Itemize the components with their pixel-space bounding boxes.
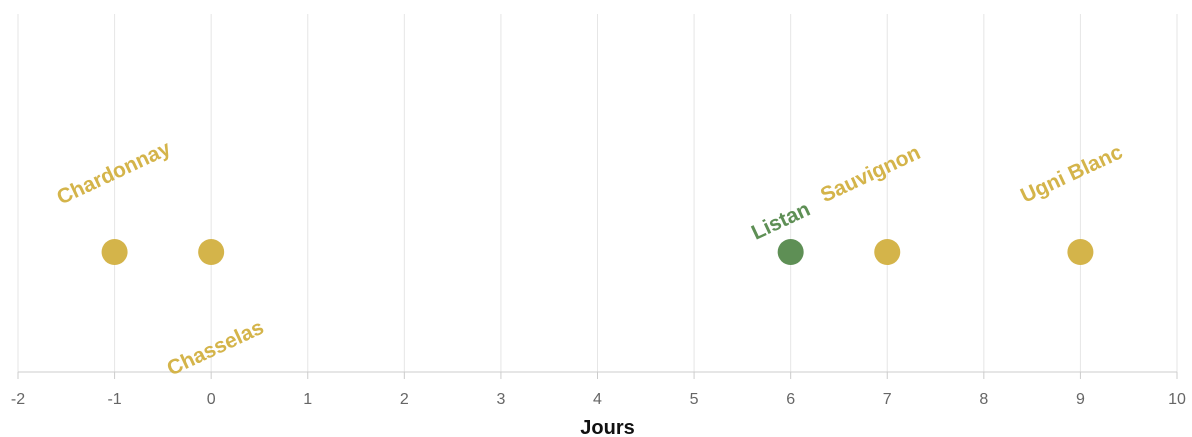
data-point-label: Chardonnay <box>53 137 174 210</box>
x-tick-label: 5 <box>690 391 699 408</box>
data-point <box>874 239 901 265</box>
x-tick-label: 2 <box>400 391 409 408</box>
x-axis: -2 -1 0 1 2 3 4 5 6 7 8 9 10 <box>11 371 1186 408</box>
data-point <box>198 239 225 265</box>
x-tick-label: 10 <box>1168 391 1186 408</box>
x-tick-label: 8 <box>979 391 988 408</box>
data-point <box>1067 239 1094 265</box>
x-tick-label: 7 <box>883 391 892 408</box>
points-layer <box>101 239 1094 265</box>
data-point-label: Listan <box>748 198 814 245</box>
x-tick-label: 9 <box>1076 391 1085 408</box>
data-point-label: Ugni Blanc <box>1017 140 1126 207</box>
x-tick-label: 1 <box>303 391 312 408</box>
data-point <box>101 239 128 265</box>
x-tick-label: -2 <box>11 391 25 408</box>
x-tick-label: 6 <box>786 391 795 408</box>
x-tick-label: 0 <box>207 391 216 408</box>
x-tick-label: 3 <box>496 391 505 408</box>
x-tick-label: -1 <box>107 391 121 408</box>
x-tick-label: 4 <box>593 391 602 408</box>
data-point-label: Chasselas <box>163 316 267 381</box>
data-point-label: Sauvignon <box>817 141 924 207</box>
x-axis-title: Jours <box>580 417 634 437</box>
data-point <box>777 239 804 265</box>
grid-layer <box>17 14 1178 372</box>
